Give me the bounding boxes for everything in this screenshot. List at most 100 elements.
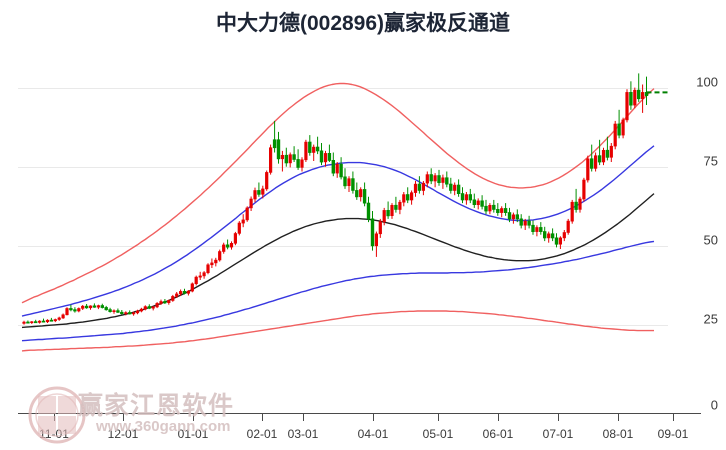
candlestick [171,294,175,302]
candlestick [132,311,136,316]
y-axis-tick-label: 75 [703,153,718,169]
candlestick [261,185,265,199]
candlestick [437,169,441,186]
y-axis-tick-label: 100 [696,74,718,90]
candlestick [319,143,324,166]
candlestick [441,174,445,189]
candlestick [280,150,285,172]
candlestick [362,182,367,207]
x-axis-tick-label: 06-01 [482,427,514,441]
x-axis-tick [262,414,263,421]
candlestick [190,282,194,293]
candlestick [519,214,523,229]
candlestick [120,310,124,315]
candlestick [26,320,30,324]
candlestick [378,218,382,238]
candlestick [272,120,277,153]
x-axis-tick [558,414,559,421]
candlestick [527,215,531,229]
candlestick [574,188,578,213]
candlestick [96,304,100,310]
candlestick [253,187,257,203]
candlestick [429,168,433,185]
candlestick [370,211,375,251]
candlestick [351,171,355,194]
x-axis-tick-label: 12-01 [107,427,139,441]
candlestick [265,170,269,191]
candlestick [245,206,249,222]
candlestick [597,139,602,166]
candlestick [92,303,97,308]
candlestick [550,228,555,242]
candlestick [288,152,292,168]
candlestick [640,84,645,113]
candlestick [562,230,566,242]
candlestick [218,249,222,262]
candlestick [593,152,598,172]
candlestick [222,242,226,254]
candlestick [398,199,402,215]
candlestick [539,222,543,235]
candlestick [476,198,480,210]
candlestick [249,196,253,211]
candlestick [617,109,621,139]
candlestick [61,313,65,319]
candlestick [570,199,574,224]
candlestick [206,263,210,275]
candlestick [237,221,241,236]
gridline [18,246,668,247]
candlestick [488,203,492,215]
candlestick [460,187,465,204]
candlestick [124,311,128,316]
candlestick [30,321,34,324]
candlestick [417,176,422,194]
candlestick [284,147,288,167]
candlestick [445,171,449,188]
candlestick [335,162,339,178]
candlestick [413,181,418,197]
candlestick [88,305,93,310]
candlestick [65,307,69,316]
candlestick [535,225,539,237]
candlestick [402,192,406,207]
x-axis-tick [373,414,374,421]
candlestick [331,152,335,177]
candlestick [433,173,437,188]
x-axis-tick-label: 03-01 [287,427,319,441]
candlestick [147,304,151,310]
candlestick [139,307,143,313]
candlestick [135,309,140,315]
candlestick [507,207,512,223]
x-axis-tick [618,414,619,421]
candlestick [269,144,273,175]
candlestick [155,302,159,309]
x-axis-tick [438,414,439,421]
candlestick [143,305,147,311]
candlestick [202,271,206,279]
x-axis-tick-label: 05-01 [422,427,454,441]
candlestick [179,289,183,296]
candlestick [456,179,461,197]
candlestick [163,299,167,304]
candlestick [543,226,547,242]
candlestick [601,147,606,166]
candlestick [578,196,582,213]
y-axis-tick-label: 0 [710,397,718,413]
candlestick [359,187,363,202]
candlestick [644,76,649,105]
x-axis-tick-label: 01-01 [177,427,209,441]
x-axis-tick [123,414,124,421]
candlestick [186,290,191,296]
candlestick [425,171,429,188]
x-axis-tick [303,414,304,421]
candlestick [605,136,610,161]
candlestick [613,120,617,150]
candlestick [167,299,171,305]
candlestick [609,143,613,162]
gridline [18,325,668,326]
candlestick [229,241,234,250]
candlestick [327,144,332,162]
candlestick [53,318,57,323]
candlestick [296,149,300,170]
candlestick [637,73,641,102]
